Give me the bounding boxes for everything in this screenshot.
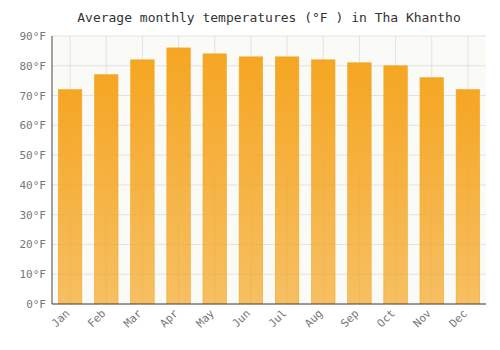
y-tick-label: 80°F bbox=[20, 60, 47, 73]
y-tick-label: 70°F bbox=[20, 90, 47, 103]
y-tick-label: 10°F bbox=[20, 268, 47, 281]
chart-container: 0°F 10°F 20°F 30°F 40°F 50°F 60°F 70°F 80°F 90°F J… bbox=[0, 0, 500, 350]
chart: 0°F 10°F 20°F 30°F 40°F 50°F 60°F 70°F 80°F 90°F J… bbox=[0, 0, 500, 350]
title: Average monthly temperatures (°F ) in Th… bbox=[77, 10, 461, 25]
bars bbox=[58, 48, 479, 304]
y-tick-label: 0°F bbox=[26, 298, 46, 311]
y-grid-line bbox=[52, 65, 486, 66]
bar bbox=[420, 78, 444, 304]
x-tick-label: Jan bbox=[49, 307, 72, 330]
y-tick-label: 30°F bbox=[20, 209, 47, 222]
bar bbox=[239, 57, 263, 304]
x-tick-label: May bbox=[194, 307, 218, 331]
y-tick-label: 60°F bbox=[20, 119, 47, 132]
y-axis-line bbox=[52, 36, 53, 304]
y-tick-label: 40°F bbox=[20, 179, 47, 192]
x-tick-label: Jun bbox=[230, 307, 253, 330]
y-grid-line bbox=[52, 36, 486, 37]
x-tick-label: Feb bbox=[85, 307, 108, 330]
bar bbox=[167, 48, 191, 304]
x-tick-label: Oct bbox=[374, 307, 397, 330]
bar bbox=[456, 90, 480, 304]
x-tick-label: Nov bbox=[411, 307, 435, 331]
x-tick-label: Jul bbox=[266, 307, 289, 330]
y-tick-label: 90°F bbox=[20, 30, 47, 43]
y-tick-label: 20°F bbox=[20, 238, 47, 251]
y-grid-line bbox=[52, 304, 486, 305]
plot-background bbox=[52, 36, 486, 304]
bar bbox=[275, 57, 299, 304]
bar bbox=[203, 54, 227, 304]
bar bbox=[311, 60, 335, 304]
x-tick-label: Apr bbox=[157, 307, 181, 331]
bar bbox=[94, 75, 118, 304]
y-tick-label: 50°F bbox=[20, 149, 47, 162]
bar bbox=[58, 90, 82, 304]
x-tick-label: Mar bbox=[121, 307, 145, 331]
bar bbox=[348, 63, 372, 304]
x-tick-label: Dec bbox=[447, 307, 470, 330]
x-axis-line bbox=[52, 304, 486, 305]
bar bbox=[131, 60, 155, 304]
x-tick-label: Sep bbox=[338, 307, 361, 330]
x-tick-label: Aug bbox=[302, 307, 325, 330]
bar bbox=[384, 66, 408, 304]
